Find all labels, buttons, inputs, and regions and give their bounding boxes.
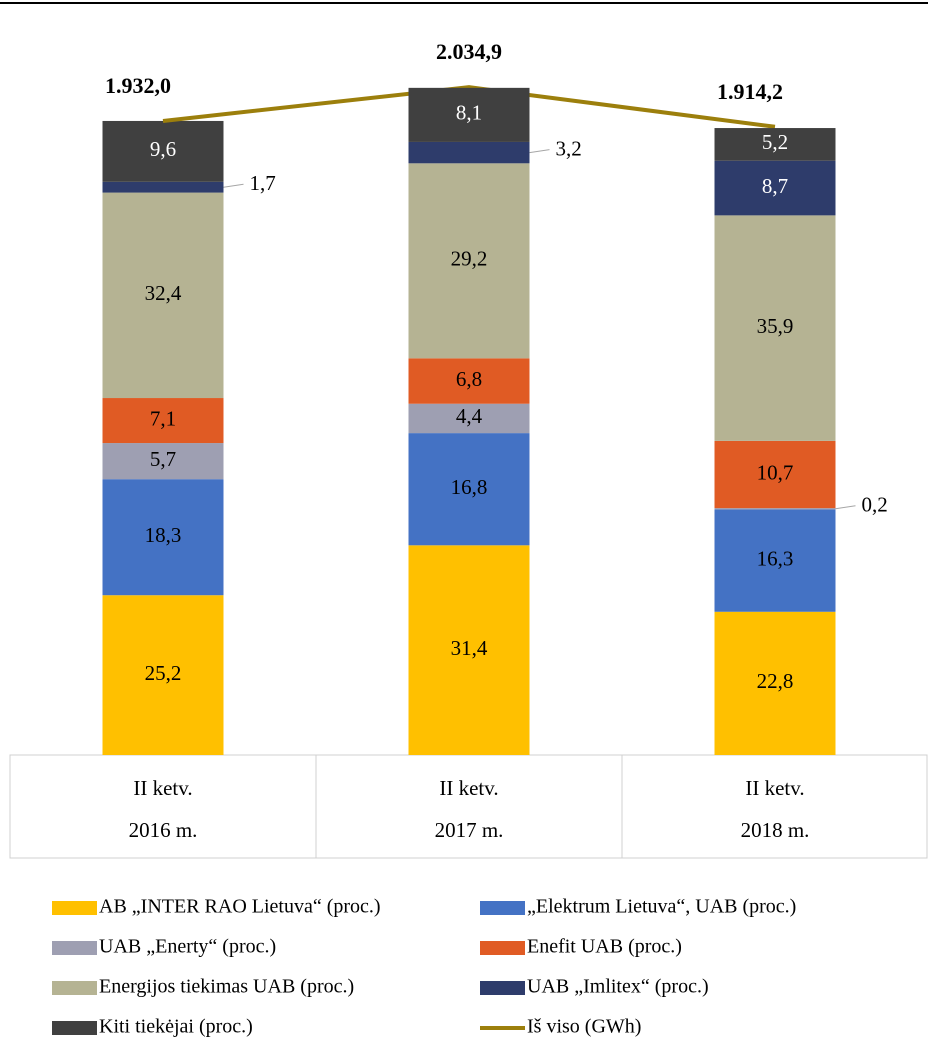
data-label: 10,7 (757, 460, 794, 484)
data-label: 32,4 (145, 281, 182, 305)
data-label: 8,7 (762, 174, 788, 198)
data-label: 5,7 (150, 447, 176, 471)
legend-label: Energijos tiekimas UAB (proc.) (99, 976, 354, 998)
x-tick-label: II ketv. (439, 776, 498, 800)
data-label: 6,8 (456, 367, 482, 391)
data-label: 9,6 (150, 137, 176, 161)
bar-segment (714, 509, 836, 612)
data-label: 16,3 (757, 546, 794, 570)
legend-swatch (480, 901, 525, 915)
bar-segment (408, 403, 530, 434)
x-tick-label: II ketv. (745, 776, 804, 800)
legend-label: UAB „Enerty“ (proc.) (99, 936, 276, 958)
x-tick-label: 2016 m. (129, 818, 198, 842)
total-label: 1.932,0 (105, 73, 171, 98)
legend-label: AB „INTER RAO Lietuva“ (proc.) (99, 896, 381, 918)
legend-label: Enefit UAB (proc.) (527, 936, 682, 958)
legend-swatch (480, 981, 525, 995)
x-tick-label: II ketv. (133, 776, 192, 800)
bar-segment (408, 163, 530, 359)
bar-segment (408, 141, 530, 164)
bar-segment (408, 358, 530, 404)
bar-segment (714, 508, 836, 510)
data-label: 22,8 (757, 669, 794, 693)
category-table (9, 754, 928, 859)
legend-label: UAB „Imlitex“ (proc.) (527, 976, 709, 998)
total-label: 2.034,9 (436, 39, 502, 64)
legend-label: Kiti tiekėjai (proc.) (99, 1016, 253, 1038)
data-label: 16,8 (451, 475, 488, 499)
total-label: 1.914,2 (717, 79, 783, 104)
bar-segment (714, 160, 836, 216)
leader-line (223, 183, 244, 188)
legend-swatch (52, 901, 97, 915)
bar-segment (714, 215, 836, 441)
bar-segment (102, 443, 224, 480)
data-label: 31,4 (451, 636, 488, 660)
bar-segment (102, 398, 224, 444)
data-label: 3,2 (556, 136, 582, 160)
bar-segment (408, 433, 530, 546)
bar-segment (102, 479, 224, 596)
data-label: 18,3 (145, 523, 182, 547)
legend-label: Iš viso (GWh) (527, 1016, 641, 1038)
data-label: 5,2 (762, 130, 788, 154)
leader-line (529, 149, 550, 154)
bar-segment (102, 120, 224, 182)
legend-swatch (52, 1021, 97, 1035)
bar-segment (714, 611, 836, 755)
data-label: 0,2 (862, 493, 888, 517)
x-tick-label: 2018 m. (741, 818, 810, 842)
bar-segment (408, 545, 530, 755)
bar-segment (714, 440, 836, 509)
data-label: 29,2 (451, 247, 488, 271)
bar-segment (408, 87, 530, 142)
bar-segment (102, 181, 224, 193)
leader-line (835, 505, 856, 510)
bar-segment (102, 192, 224, 399)
data-label: 35,9 (757, 314, 794, 338)
x-tick-label: 2017 m. (435, 818, 504, 842)
legend-swatch (52, 941, 97, 955)
data-label: 7,1 (150, 406, 176, 430)
legend-swatch (480, 941, 525, 955)
data-label: 25,2 (145, 661, 182, 685)
data-label: 4,4 (456, 404, 483, 428)
data-label: 8,1 (456, 101, 482, 125)
bar-segment (714, 128, 836, 161)
bar-segment (102, 595, 224, 755)
data-label: 1,7 (250, 171, 276, 195)
total-line (162, 85, 776, 129)
legend-label: „Elektrum Lietuva“, UAB (proc.) (527, 896, 796, 918)
legend-swatch (52, 981, 97, 995)
